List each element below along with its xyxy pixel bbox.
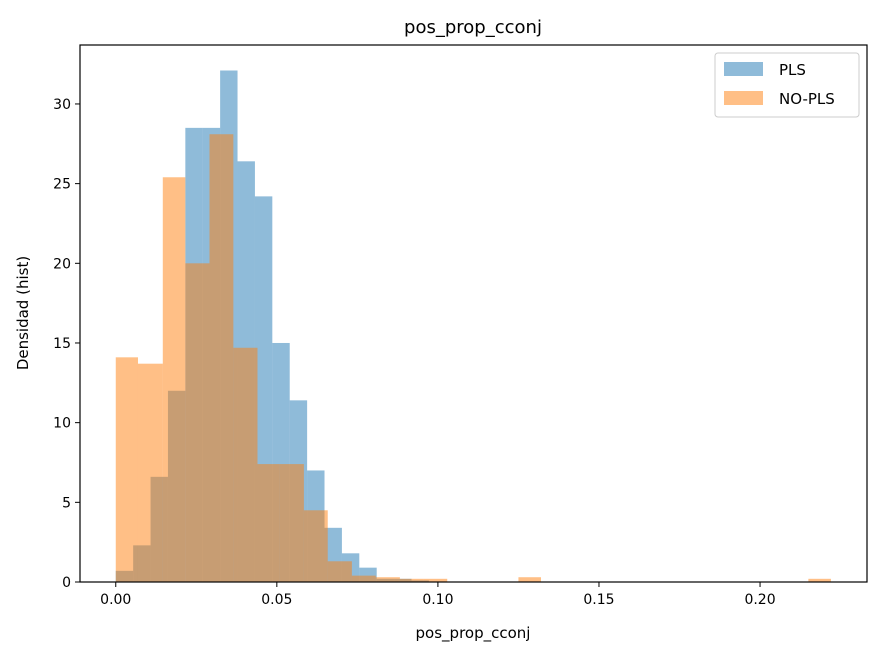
legend-swatch-pls: [724, 62, 763, 76]
x-axis-title: pos_prop_cconj: [416, 624, 531, 643]
y-axis: 0 5 10 15 20 25 30: [53, 97, 80, 591]
x-tick-label: 0.00: [100, 592, 131, 608]
x-tick-label: 0.10: [422, 592, 453, 608]
bar-no-pls-7: [279, 464, 304, 582]
bar-no-pls-6: [257, 464, 280, 582]
x-tick-label: 0.05: [261, 592, 292, 608]
bar-no-pls-9: [327, 561, 352, 582]
y-tick-label: 30: [53, 97, 71, 113]
legend: PLS NO-PLS: [714, 52, 860, 118]
bar-no-pls-15: [808, 578, 831, 582]
bar-no-pls-3: [185, 263, 210, 582]
bars-layer: [115, 70, 831, 583]
y-tick-label: 25: [53, 177, 71, 193]
legend-swatch-no-pls: [724, 91, 763, 105]
y-tick-label: 5: [62, 495, 71, 511]
bar-no-pls-4: [209, 134, 234, 583]
x-axis: 0.00 0.05 0.10 0.15 0.20: [100, 582, 776, 608]
bar-no-pls-0: [115, 357, 138, 582]
chart-title: pos_prop_cconj: [404, 17, 542, 38]
y-tick-label: 20: [53, 256, 71, 272]
legend-label-pls: PLS: [779, 61, 806, 79]
bar-no-pls-10: [351, 575, 376, 582]
bar-no-pls-8: [303, 510, 328, 582]
series-no-pls: [115, 134, 831, 583]
bar-no-pls-13: [423, 578, 448, 582]
y-tick-label: 15: [53, 336, 71, 352]
bar-no-pls-11: [375, 577, 400, 582]
x-tick-label: 0.20: [744, 592, 775, 608]
legend-label-no-pls: NO-PLS: [779, 90, 835, 108]
plot-frame: [79, 44, 868, 583]
bar-no-pls-2: [162, 177, 186, 582]
y-axis-title: Densidad (hist): [14, 256, 32, 370]
y-tick-label: 10: [53, 416, 71, 432]
bar-no-pls-1: [137, 363, 163, 582]
y-tick-label: 0: [62, 575, 71, 591]
bar-no-pls-14: [518, 577, 541, 582]
bar-no-pls-12: [399, 578, 424, 582]
x-tick-label: 0.15: [583, 592, 614, 608]
bar-no-pls-5: [233, 347, 258, 582]
